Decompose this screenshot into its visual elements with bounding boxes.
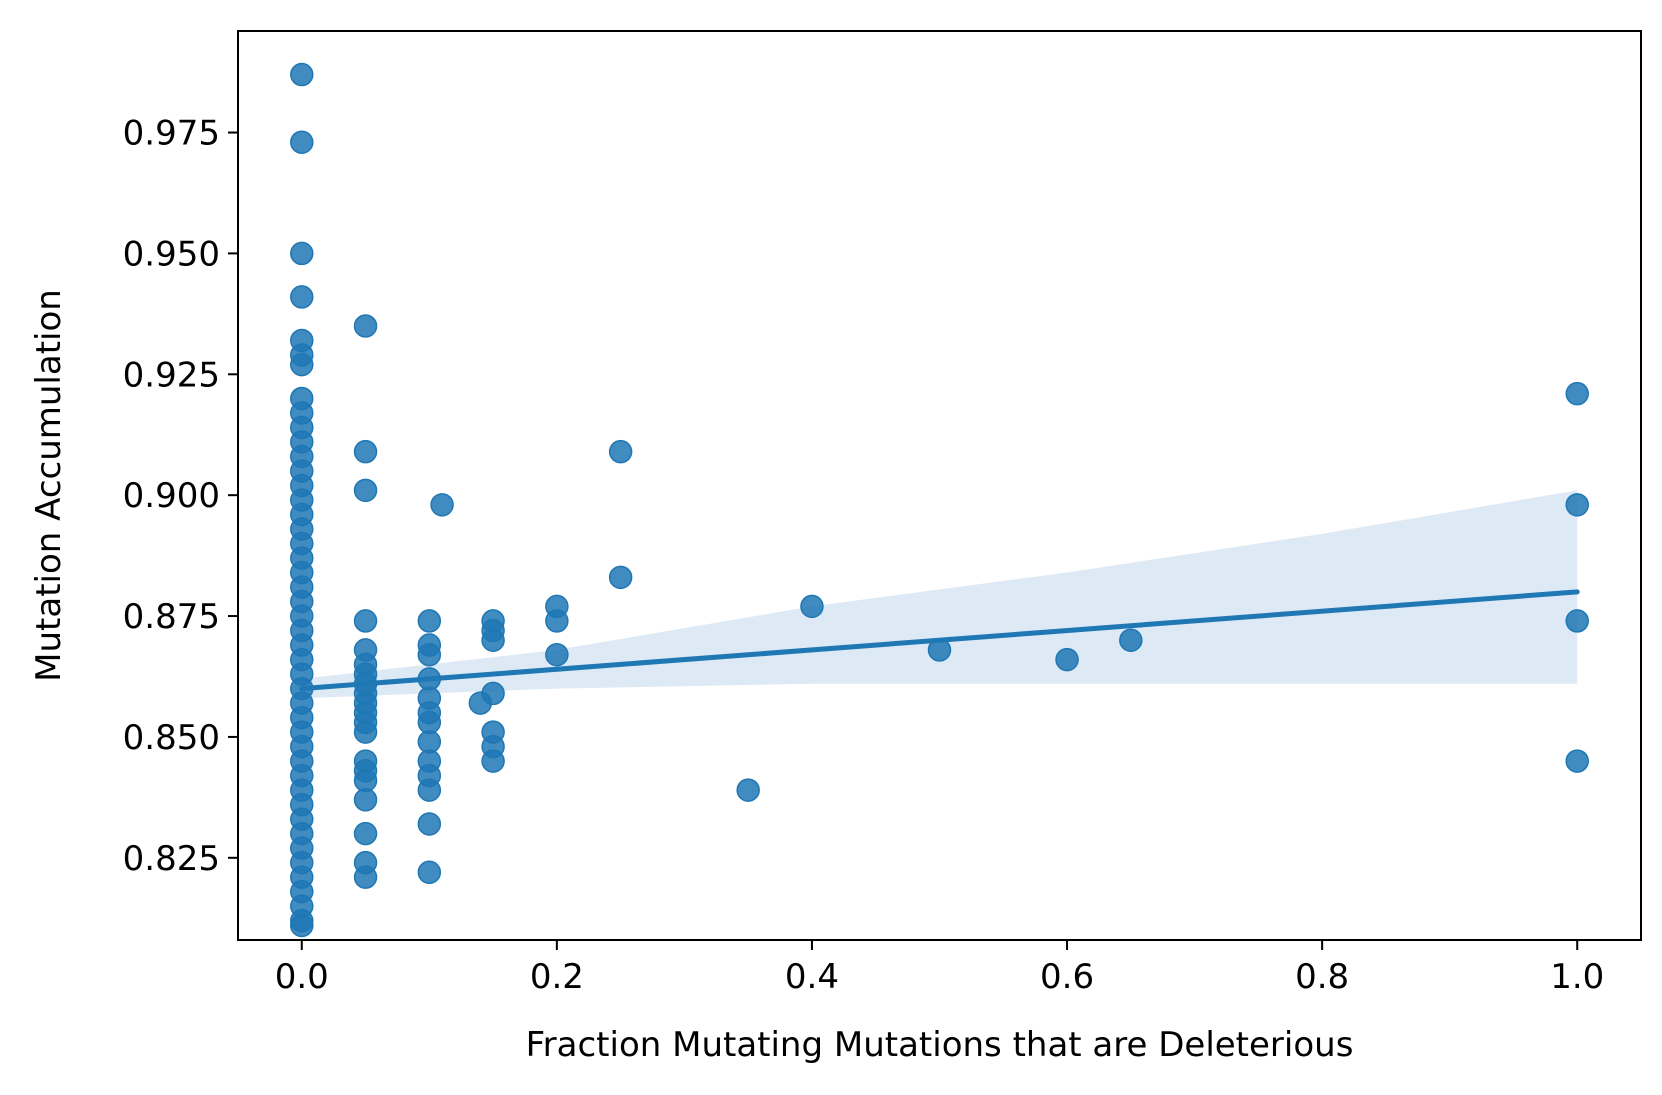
data-point-97 bbox=[1565, 381, 1589, 406]
y-tick-label-5: 0.950 bbox=[123, 234, 220, 274]
points-layer bbox=[290, 62, 1589, 938]
data-point-75 bbox=[417, 778, 442, 802]
x-tick-label-0: 0.0 bbox=[275, 957, 329, 997]
data-point-62 bbox=[353, 821, 378, 846]
data-point-48 bbox=[353, 609, 378, 633]
data-point-1 bbox=[290, 130, 314, 154]
data-point-83 bbox=[481, 681, 505, 706]
data-point-82 bbox=[481, 628, 505, 652]
data-point-90 bbox=[608, 439, 633, 464]
plot-frame bbox=[237, 30, 1642, 941]
data-point-98 bbox=[1565, 493, 1589, 517]
data-point-93 bbox=[800, 594, 824, 619]
y-axis-ticks: 0.825 0.850 0.875 0.900 0.925 0.950 0.975 bbox=[123, 114, 238, 879]
data-point-99 bbox=[1565, 609, 1589, 633]
confidence-band-layer bbox=[301, 490, 1578, 699]
data-point-76 bbox=[417, 812, 442, 836]
x-tick-label-3: 0.6 bbox=[1040, 957, 1094, 997]
y-axis-label: Mutation Accumulation bbox=[29, 289, 69, 682]
data-point-96 bbox=[1119, 628, 1143, 652]
data-point-6 bbox=[290, 352, 314, 377]
data-point-57 bbox=[353, 720, 378, 744]
data-point-65 bbox=[417, 609, 442, 633]
x-tick-label-1: 0.2 bbox=[530, 957, 584, 997]
y-tick-label-4: 0.925 bbox=[123, 355, 220, 395]
x-axis-ticks: 0.0 0.2 0.4 0.6 0.8 1.0 bbox=[275, 940, 1604, 997]
x-axis-label: Fraction Mutating Mutations that are Del… bbox=[526, 1025, 1354, 1065]
y-tick-label-1: 0.850 bbox=[123, 718, 220, 758]
y-tick-label-3: 0.900 bbox=[123, 476, 220, 516]
data-point-67 bbox=[417, 642, 442, 667]
data-point-77 bbox=[417, 860, 442, 885]
y-tick-label-6: 0.975 bbox=[123, 114, 220, 154]
data-point-88 bbox=[545, 609, 569, 633]
data-point-44 bbox=[290, 913, 314, 938]
y-tick-label-2: 0.875 bbox=[123, 597, 220, 637]
regression-line bbox=[299, 589, 1580, 692]
y-tick-label-0: 0.825 bbox=[123, 839, 220, 879]
data-point-47 bbox=[353, 478, 378, 503]
data-point-89 bbox=[545, 642, 569, 667]
x-tick-label-2: 0.4 bbox=[785, 957, 839, 997]
data-point-45 bbox=[353, 314, 378, 338]
data-point-91 bbox=[608, 565, 633, 590]
data-point-64 bbox=[353, 865, 378, 889]
data-point-3 bbox=[290, 285, 314, 309]
data-point-61 bbox=[353, 788, 378, 812]
x-tick-label-4: 0.8 bbox=[1295, 957, 1349, 997]
data-point-86 bbox=[481, 749, 505, 773]
data-point-2 bbox=[290, 241, 314, 266]
data-point-46 bbox=[353, 439, 378, 464]
regression-line-layer bbox=[299, 589, 1580, 692]
data-point-78 bbox=[430, 493, 454, 517]
confidence-band bbox=[301, 490, 1578, 699]
x-tick-label-5: 1.0 bbox=[1550, 957, 1604, 997]
data-point-0 bbox=[290, 62, 314, 87]
data-point-100 bbox=[1565, 749, 1589, 773]
data-point-95 bbox=[1055, 647, 1079, 672]
data-point-92 bbox=[736, 778, 760, 802]
